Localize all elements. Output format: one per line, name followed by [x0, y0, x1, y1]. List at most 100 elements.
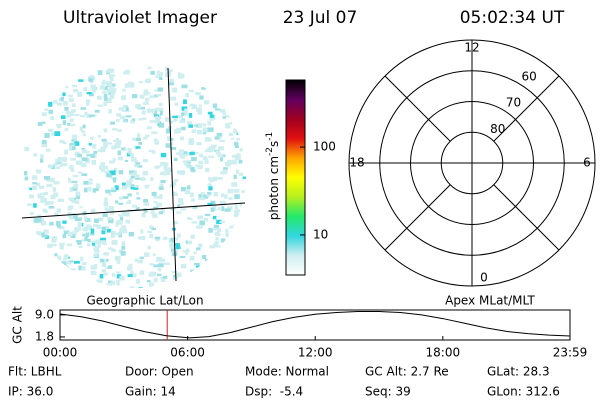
- pixel: [234, 145, 239, 148]
- pixel: [40, 158, 44, 163]
- pixel: [32, 185, 38, 190]
- pixel: [212, 215, 217, 219]
- pixel: [199, 220, 206, 226]
- pixel: [82, 211, 87, 216]
- pixel: [226, 206, 233, 211]
- pixel: [111, 83, 116, 87]
- pixel: [88, 225, 93, 231]
- pixel: [44, 202, 50, 205]
- annotation: Apex MLat/MLT: [445, 294, 535, 308]
- pixel: [127, 274, 133, 278]
- pixel: [41, 198, 48, 203]
- pixel: [114, 185, 119, 191]
- pixel: [112, 177, 117, 183]
- pixel: [195, 265, 202, 268]
- pixel: [135, 207, 140, 211]
- pixel: [102, 91, 107, 94]
- pixel: [118, 232, 122, 238]
- pixel: [98, 217, 104, 222]
- pixel: [139, 256, 144, 260]
- pixel: [170, 245, 176, 249]
- pixel: [108, 205, 114, 211]
- pixel: [36, 218, 42, 223]
- pixel: [91, 240, 96, 243]
- status-field: Dsp: -5.4: [245, 385, 303, 399]
- pixel: [147, 66, 152, 69]
- pixel: [125, 110, 130, 113]
- pixel: [63, 254, 69, 259]
- pixel: [71, 180, 78, 183]
- pixel: [217, 228, 222, 233]
- pixel: [182, 250, 186, 253]
- pixel: [33, 153, 38, 157]
- pixel: [41, 139, 47, 144]
- pixel: [101, 138, 107, 142]
- pixel: [205, 260, 212, 266]
- pixel: [91, 144, 97, 149]
- pixel: [84, 216, 88, 221]
- pixel: [175, 272, 182, 278]
- pixel: [91, 76, 96, 80]
- pixel: [47, 243, 53, 248]
- pixel: [173, 237, 179, 241]
- pixel: [133, 187, 139, 190]
- pixel: [119, 216, 124, 222]
- pixel: [139, 270, 145, 275]
- pixel: [218, 134, 222, 140]
- pixel: [62, 258, 67, 261]
- pixel: [56, 166, 61, 170]
- pixel: [190, 234, 195, 239]
- pixel: [69, 260, 74, 263]
- pixel: [181, 112, 185, 116]
- spoke: [384, 184, 451, 251]
- pixel: [46, 183, 53, 188]
- pixel: [81, 173, 88, 177]
- colorbar: [285, 79, 306, 276]
- x-tick-label: 00:00: [43, 346, 78, 360]
- pixel: [207, 202, 213, 205]
- pixel: [216, 219, 222, 225]
- pixel: [190, 198, 196, 202]
- pixel: [65, 110, 71, 115]
- pixel: [175, 152, 182, 155]
- pixel: [145, 99, 149, 103]
- pixel: [118, 170, 124, 175]
- pixel: [120, 250, 126, 256]
- pixel: [53, 163, 59, 166]
- pixel: [204, 160, 209, 164]
- pixel: [85, 113, 92, 118]
- pixel: [181, 126, 186, 131]
- pixel: [153, 138, 158, 142]
- pixel: [222, 116, 226, 119]
- pixel: [85, 99, 90, 103]
- pixel: [180, 208, 187, 211]
- y-axis-label: GC Alt: [11, 306, 25, 344]
- pixel: [90, 208, 96, 214]
- pixel: [125, 219, 131, 224]
- pixel: [183, 151, 188, 155]
- pixel: [197, 215, 204, 220]
- pixel: [97, 104, 103, 107]
- pixel: [73, 260, 80, 264]
- pixel: [110, 280, 116, 285]
- pixel: [71, 199, 76, 204]
- pixel: [48, 109, 53, 114]
- pixel: [176, 115, 181, 118]
- pixel: [111, 145, 117, 150]
- pixel: [54, 131, 61, 137]
- pixel: [57, 255, 62, 261]
- pixel: [198, 194, 202, 199]
- pixel: [116, 274, 122, 279]
- pixel: [112, 157, 116, 163]
- pixel: [37, 193, 42, 199]
- x-tick-label: 06:00: [170, 346, 205, 360]
- pixel: [89, 92, 94, 97]
- pixel: [184, 108, 188, 113]
- pixel: [124, 83, 130, 88]
- status-field: GLat: 28.3: [487, 365, 550, 379]
- pixel: [184, 163, 190, 166]
- pixel: [172, 87, 178, 93]
- mlt-label: 18: [349, 156, 364, 170]
- pixel: [106, 88, 112, 93]
